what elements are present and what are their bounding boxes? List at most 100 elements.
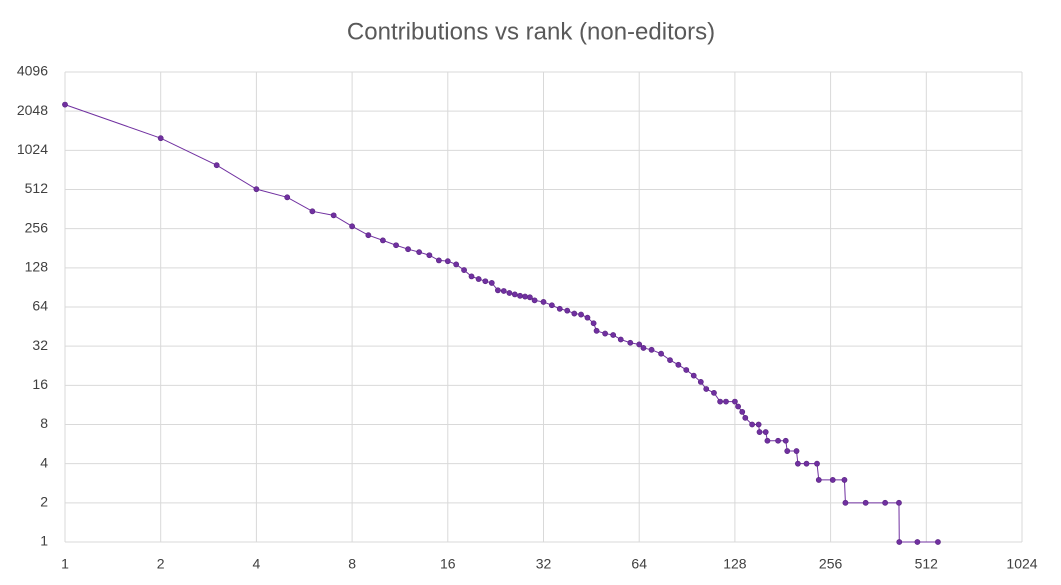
y-tick-label: 2048 <box>17 102 48 118</box>
y-tick-label: 64 <box>32 298 48 314</box>
x-tick-label: 64 <box>631 556 647 572</box>
data-point <box>703 386 710 392</box>
data-point <box>500 288 507 294</box>
data-point <box>380 237 386 244</box>
data-point <box>617 336 624 343</box>
data-point <box>453 261 460 268</box>
data-point <box>648 346 655 353</box>
data-point <box>540 299 547 305</box>
data-point <box>475 276 482 282</box>
data-point <box>393 242 399 249</box>
grid: 1 2 4 8 16 32 64 128 256 512 1024 2048 4096 1 2 4 8 16 32 6… <box>17 63 1038 572</box>
data-point <box>775 437 781 444</box>
data-point <box>157 135 164 142</box>
data-point <box>365 232 372 239</box>
x-tick-label: 128 <box>723 556 747 572</box>
y-tick-label: 4096 <box>17 63 48 79</box>
data-point <box>482 278 489 285</box>
data-point <box>517 292 523 299</box>
data-point <box>444 258 451 265</box>
data-point <box>602 330 609 337</box>
data-point <box>627 339 634 346</box>
data-point <box>914 539 921 545</box>
data-point <box>717 398 724 405</box>
data-point <box>253 186 260 193</box>
data-point <box>309 208 316 215</box>
y-tick-label: 16 <box>32 376 48 392</box>
y-tick-label: 4 <box>40 454 48 470</box>
data-point <box>803 460 810 467</box>
data-point <box>330 212 337 219</box>
data-point <box>683 367 690 373</box>
y-tick-label: 128 <box>25 259 49 275</box>
data-point <box>742 414 749 421</box>
data-point <box>578 311 584 318</box>
data-point <box>815 477 822 483</box>
y-tick-label: 256 <box>25 219 49 235</box>
data-point <box>284 194 291 201</box>
data-point <box>697 379 704 385</box>
data-point <box>784 448 791 454</box>
data-point <box>732 398 738 405</box>
plot <box>62 101 941 545</box>
data-point <box>531 297 538 304</box>
data-point <box>764 437 771 444</box>
data-point <box>349 223 355 230</box>
data-point <box>640 345 647 351</box>
data-point <box>658 350 664 357</box>
data-point <box>435 257 442 264</box>
data-point <box>690 372 697 379</box>
data-point <box>527 294 533 301</box>
data-point <box>896 539 903 545</box>
data-point <box>793 448 800 454</box>
data-point <box>426 252 433 259</box>
data-point <box>62 101 68 108</box>
data-point <box>762 429 769 435</box>
x-tick-label: 512 <box>915 556 939 572</box>
y-tick-label: 1 <box>40 533 48 549</box>
data-point <box>675 361 682 368</box>
y-tick-label: 1024 <box>17 141 48 157</box>
data-point <box>896 499 902 506</box>
x-tick-label: 4 <box>253 556 261 572</box>
data-point <box>794 460 801 467</box>
data-point <box>593 327 600 334</box>
data-point <box>511 291 518 298</box>
y-tick-label: 2 <box>40 494 48 510</box>
data-point <box>842 499 849 506</box>
data-point <box>522 293 528 300</box>
series-line <box>64 104 938 543</box>
data-point <box>862 499 869 506</box>
y-tick-label: 32 <box>32 337 48 353</box>
data-point <box>841 477 848 483</box>
data-point <box>584 314 591 321</box>
y-tick-label: 8 <box>40 415 48 431</box>
x-tick-label: 8 <box>348 556 356 572</box>
data-point <box>739 408 746 415</box>
data-point <box>405 246 411 253</box>
data-point <box>814 460 820 467</box>
data-point <box>935 539 941 545</box>
x-tick-label: 1 <box>61 556 69 572</box>
data-point <box>667 357 673 364</box>
data-point <box>468 273 475 280</box>
x-tick-label: 1024 <box>1006 556 1037 572</box>
chart-title: Contributions vs rank (non-editors) <box>347 18 715 45</box>
data-point <box>610 332 617 338</box>
x-tick-label: 32 <box>536 556 552 572</box>
data-point <box>735 403 741 410</box>
data-point <box>723 398 729 405</box>
data-point <box>829 477 836 483</box>
data-point <box>506 290 513 296</box>
x-tick-label: 16 <box>440 556 456 572</box>
data-point <box>711 389 717 396</box>
y-tick-label: 512 <box>25 180 49 196</box>
data-point <box>461 267 467 273</box>
data-point <box>756 429 763 435</box>
data-point <box>749 421 756 428</box>
data-point <box>416 249 423 256</box>
data-point <box>564 307 571 314</box>
x-tick-label: 256 <box>819 556 843 572</box>
